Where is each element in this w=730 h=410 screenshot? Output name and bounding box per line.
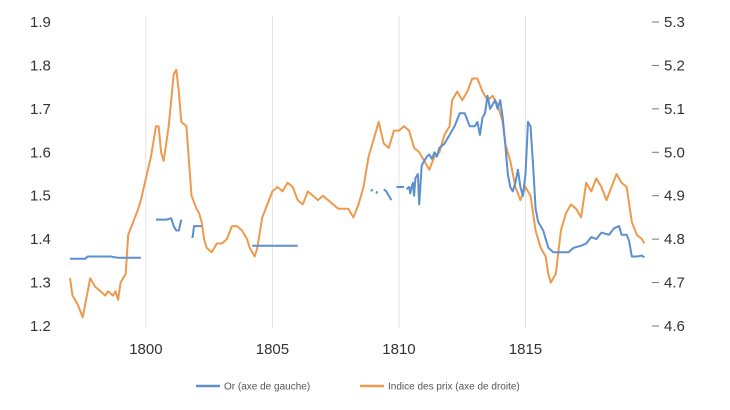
series-line-or-segment-8 bbox=[405, 94, 645, 259]
series-line-or-segment-4 bbox=[370, 188, 374, 192]
series-line-or-segment-5 bbox=[375, 190, 379, 194]
legend-label-or: Or (axe de gauche) bbox=[224, 382, 310, 393]
y-left-tick-label: 1.5 bbox=[30, 188, 51, 205]
y-axis-left: 1.2 1.3 1.4 1.5 1.6 1.7 1.8 1.9 bbox=[30, 14, 51, 335]
legend-label-prix: Indice des prix (axe de droite) bbox=[388, 382, 520, 393]
y-right-tick-label: 4.7 bbox=[664, 275, 685, 292]
y-left-tick-label: 1.9 bbox=[30, 14, 51, 31]
series-line-or-segment-0 bbox=[70, 255, 141, 260]
y-left-tick-label: 1.3 bbox=[30, 275, 51, 292]
y-axis-right: 4.6 4.7 4.8 4.9 5.0 5.1 5.2 5.3 bbox=[652, 14, 685, 335]
x-tick-label: 1810 bbox=[382, 341, 415, 358]
y-right-tick-label: 5.1 bbox=[664, 101, 685, 118]
gridlines bbox=[145, 16, 526, 328]
series-lines bbox=[69, 68, 646, 319]
series-line-or-segment-6 bbox=[383, 188, 393, 201]
y-left-tick-label: 1.8 bbox=[30, 57, 51, 74]
series-line-or-segment-1 bbox=[156, 217, 183, 232]
x-tick-label: 1800 bbox=[129, 341, 162, 358]
y-right-tick-label: 5.2 bbox=[664, 57, 685, 74]
x-axis: 1800 1805 1810 1815 bbox=[129, 341, 542, 358]
series-line-or-segment-2 bbox=[191, 225, 202, 238]
y-left-tick-label: 1.6 bbox=[30, 144, 51, 161]
y-right-tick-label: 4.6 bbox=[664, 318, 685, 335]
y-left-tick-label: 1.2 bbox=[30, 318, 51, 335]
y-left-tick-label: 1.7 bbox=[30, 101, 51, 118]
y-right-tick-label: 5.0 bbox=[664, 144, 685, 161]
x-tick-label: 1815 bbox=[509, 341, 542, 358]
legend: Or (axe de gauche) Indice des prix (axe … bbox=[196, 382, 520, 393]
y-left-tick-label: 1.4 bbox=[30, 231, 51, 248]
x-tick-label: 1805 bbox=[256, 341, 289, 358]
y-right-tick-label: 5.3 bbox=[664, 14, 685, 31]
series-line-prix bbox=[69, 68, 646, 319]
y-right-tick-label: 4.9 bbox=[664, 188, 685, 205]
y-right-tick-label: 4.8 bbox=[664, 231, 685, 248]
